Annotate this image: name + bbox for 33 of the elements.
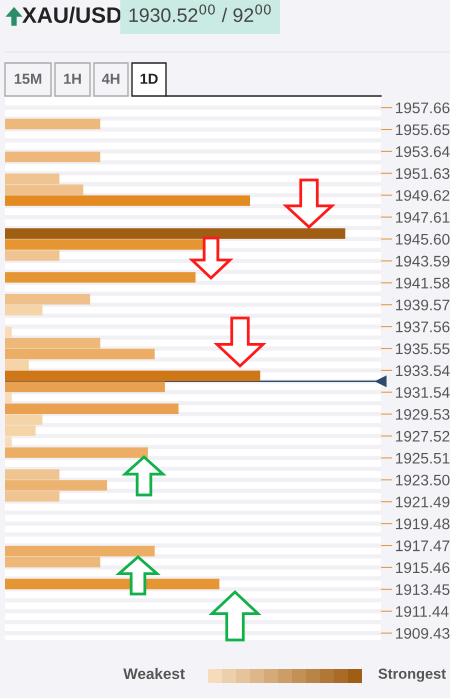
text: 15M bbox=[14, 74, 42, 84]
y-tick-label: 1927.52 bbox=[396, 430, 450, 442]
y-tick-label: 1921.49 bbox=[396, 496, 450, 508]
y-tick-label: 1943.59 bbox=[396, 256, 450, 267]
y-tick-label: 1917.47 bbox=[396, 540, 450, 552]
y-tick-label: 1909.43 bbox=[396, 628, 450, 639]
text: 1H bbox=[64, 74, 81, 84]
y-tick-label: 1931.54 bbox=[396, 387, 450, 398]
y-tick-label: 1939.57 bbox=[396, 300, 450, 310]
text: Strongest bbox=[378, 668, 446, 682]
y-tick-label: 1947.61 bbox=[396, 212, 450, 223]
y-tick-label: 1951.63 bbox=[396, 168, 450, 179]
y-tick-label: 1929.53 bbox=[396, 408, 450, 420]
y-tick-label: 1941.58 bbox=[396, 278, 450, 288]
y-tick-label: 1923.50 bbox=[396, 474, 450, 486]
y-tick-label: 1953.64 bbox=[396, 146, 450, 158]
y-tick-label: 1919.48 bbox=[396, 518, 450, 530]
y-tick-label: 1949.62 bbox=[396, 190, 450, 201]
y-tick-label: 1937.56 bbox=[396, 321, 450, 332]
y-tick-label: 1911.44 bbox=[396, 606, 449, 617]
y-tick-label: 1945.60 bbox=[396, 234, 450, 245]
y-tick-label: 1933.54 bbox=[396, 365, 450, 376]
text: Weakest bbox=[123, 668, 185, 680]
y-tick-label: 1955.65 bbox=[396, 124, 450, 136]
y-tick-label: 1935.55 bbox=[396, 343, 450, 354]
text: 1D bbox=[140, 74, 158, 84]
chart-subtitle: 1930.52$^{00}$ / 92$^{00}$ bbox=[129, 4, 271, 22]
y-tick-label: 1913.45 bbox=[396, 584, 450, 596]
y-tick-label: 1925.51 bbox=[396, 452, 450, 464]
y-tick-label: 1915.46 bbox=[396, 562, 450, 574]
chart-title: XAU/USD bbox=[22, 6, 122, 24]
y-tick-label: 1957.66 bbox=[396, 102, 450, 114]
text: 4H bbox=[102, 74, 120, 84]
